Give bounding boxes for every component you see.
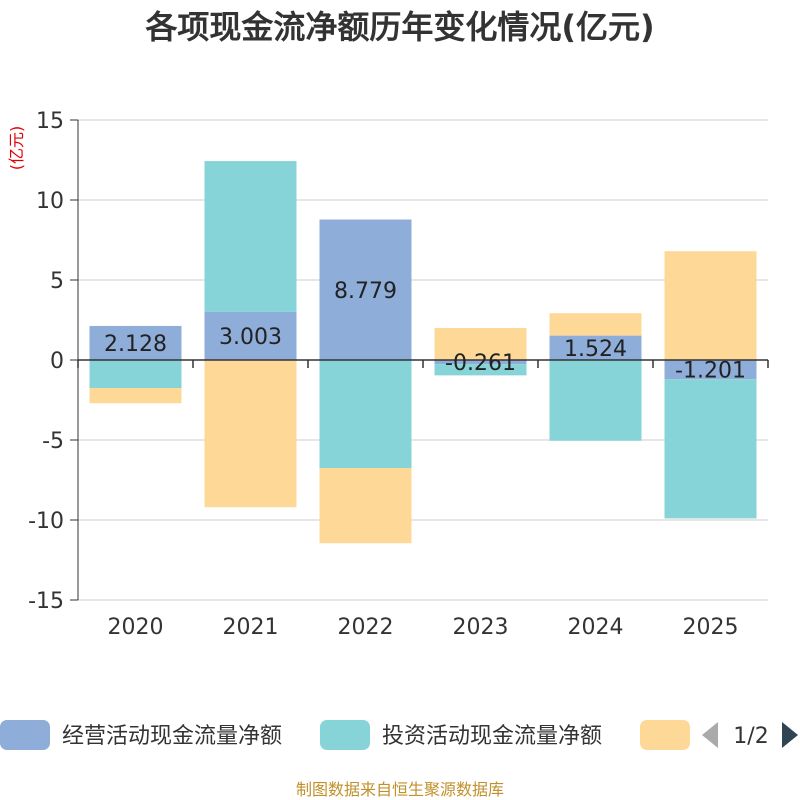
data-label: -1.201: [675, 359, 746, 384]
x-tick-label: 2025: [683, 615, 739, 640]
bar-segment: [434, 328, 527, 360]
bars: [89, 161, 757, 544]
x-tick-label: 2024: [568, 615, 624, 640]
data-label: 1.524: [564, 337, 627, 362]
data-label: 8.779: [334, 279, 397, 304]
bar-segment: [204, 360, 297, 508]
legend-label[interactable]: 经营活动现金流量净额: [62, 724, 282, 749]
data-label: 2.128: [104, 332, 167, 357]
bar-segment: [664, 251, 757, 360]
x-tick-label: 2023: [453, 615, 509, 640]
y-tick-label: -5: [42, 429, 64, 454]
bar-segment: [664, 379, 757, 519]
y-tick-label: 10: [36, 189, 64, 214]
legend-swatch[interactable]: [640, 720, 690, 750]
bar-segment: [549, 360, 642, 441]
bar-segment: [204, 161, 297, 312]
legend-prev-icon[interactable]: [702, 722, 718, 748]
axes: 15 10 5 0 -5 -10 -15 2020 2021 2022 2023 2024 2025: [28, 109, 769, 640]
y-tick-label: 15: [36, 109, 64, 134]
source-note: 制图数据来自恒生聚源数据库: [296, 780, 504, 799]
legend-swatch[interactable]: [0, 720, 50, 750]
y-tick-label: 0: [50, 349, 64, 374]
data-label: -0.261: [445, 351, 516, 376]
bar-segment: [549, 335, 642, 360]
chart-title: 各项现金流净额历年变化情况(亿元): [145, 8, 654, 46]
x-tick-label: 2022: [338, 615, 394, 640]
x-tick-label: 2021: [223, 615, 279, 640]
x-tick-label: 2020: [108, 615, 164, 640]
y-tick-label: 5: [50, 269, 64, 294]
bar-segment: [204, 311, 297, 360]
y-tick-label: -10: [28, 509, 64, 534]
legend-next-icon[interactable]: [782, 722, 798, 748]
bar-segment: [89, 388, 182, 404]
bar-segment: [89, 325, 182, 360]
bar-segment: [319, 219, 412, 360]
bar-segment: [664, 360, 757, 380]
bar-segment: [319, 468, 412, 544]
legend-label[interactable]: 投资活动现金流量净额: [382, 724, 602, 749]
y-tick-label: -15: [28, 589, 64, 614]
legend: 经营活动现金流量净额 投资活动现金流量净额 1/2: [0, 720, 798, 750]
data-label: 3.003: [219, 325, 282, 350]
bar-segment: [319, 360, 412, 468]
data-labels: 2.128 3.003 8.779 -0.261 1.524 -1.201: [104, 279, 746, 384]
legend-page-indicator: 1/2: [733, 724, 768, 749]
bar-segment: [434, 360, 527, 365]
bar-segment: [89, 360, 182, 388]
bar-segment: [434, 364, 527, 376]
legend-swatch[interactable]: [320, 720, 370, 750]
bar-segment: [549, 313, 642, 336]
y-axis-unit: (亿元): [7, 126, 26, 171]
